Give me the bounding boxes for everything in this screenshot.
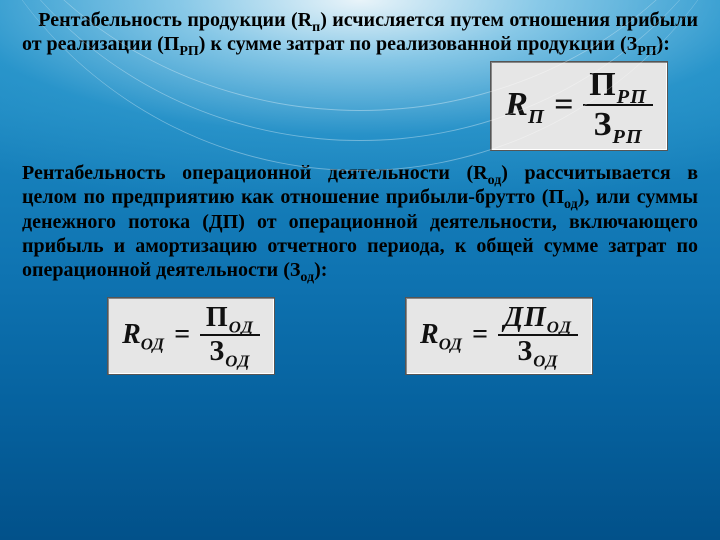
text: Рентабельность операционной деятельности… <box>22 162 488 184</box>
paragraph-1: Рентабельность продукции (Rп) исчисляетс… <box>22 8 698 57</box>
sub: П <box>528 106 544 128</box>
fraction: ПРП ЗРП <box>583 68 653 142</box>
sub: РП <box>612 126 642 148</box>
sym: R <box>505 86 528 123</box>
subscript: од <box>300 270 314 285</box>
fraction-bar <box>498 334 578 336</box>
denominator: ЗОД <box>203 338 256 366</box>
text: ) к сумме затрат по реализованной продук… <box>199 33 637 55</box>
formula-lhs: RП <box>505 86 544 124</box>
formula-lhs: RОД <box>420 319 462 351</box>
formula-row-2: RОД = ПОД ЗОД RОД = ДПОД ЗОД <box>42 297 658 375</box>
sym: З <box>593 106 612 143</box>
fraction: ДПОД ЗОД <box>498 304 578 366</box>
slide: Рентабельность продукции (Rп) исчисляетс… <box>0 0 720 540</box>
numerator: ДПОД <box>498 304 578 332</box>
denominator: ЗОД <box>511 338 564 366</box>
equals: = <box>554 86 573 124</box>
numerator: ПОД <box>200 304 260 332</box>
formula-3: RОД = ДПОД ЗОД <box>405 297 593 375</box>
sym: П <box>206 302 229 333</box>
sym: З <box>517 336 533 367</box>
sub: ОД <box>225 351 250 370</box>
fraction: ПОД ЗОД <box>200 304 260 366</box>
formula-1-row: RП = ПРП ЗРП <box>22 61 668 151</box>
text: ): <box>314 259 327 281</box>
subscript: РП <box>179 44 198 59</box>
equals: = <box>174 319 190 351</box>
text: Рентабельность продукции (R <box>38 9 312 31</box>
numerator: ПРП <box>583 68 653 102</box>
sub: ОД <box>141 334 164 353</box>
formula-2: RОД = ПОД ЗОД <box>107 297 275 375</box>
equals: = <box>472 319 488 351</box>
text: ): <box>657 33 670 55</box>
subscript: РП <box>637 44 656 59</box>
formula-1: RП = ПРП ЗРП <box>490 61 668 151</box>
denominator: ЗРП <box>587 108 648 142</box>
paragraph-2: Рентабельность операционной деятельности… <box>22 161 698 283</box>
sym: ДП <box>504 302 547 333</box>
sym: П <box>589 66 616 103</box>
sym: R <box>122 319 141 350</box>
formula-lhs: RОД <box>122 319 164 351</box>
sym: R <box>420 319 439 350</box>
sym: З <box>209 336 225 367</box>
sub: ОД <box>533 351 558 370</box>
sub: ОД <box>439 334 462 353</box>
